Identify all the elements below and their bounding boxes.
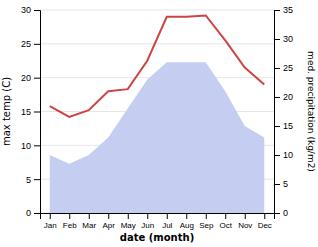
tick-mark (167, 213, 168, 219)
tick: 10 (274, 150, 293, 160)
tick-label: 10 (283, 150, 293, 160)
tick: 5 (26, 175, 40, 185)
tick-mark (274, 39, 280, 40)
tick-mark (274, 213, 280, 214)
x-axis-title: date (month) (120, 232, 194, 243)
grid-line (40, 43, 274, 44)
tick-mark (274, 68, 280, 69)
tick: Feb (63, 213, 77, 230)
tick: 5 (274, 179, 288, 189)
plot-area: Jan Feb Mar Apr May Jun Jul Aug Sep Oct Nov Dec 0 5 10… (21, 5, 293, 229)
tick-label: 20 (21, 73, 31, 83)
tick-label: 0 (26, 208, 31, 218)
tick: Jan (44, 213, 57, 230)
tick: May (121, 213, 136, 230)
tick: Nov (238, 213, 252, 230)
precipitation-area (50, 62, 265, 213)
tick: 10 (21, 141, 40, 151)
tick-label: 5 (283, 179, 288, 189)
tick-label: 25 (283, 63, 293, 73)
tick-label: Sep (199, 221, 214, 230)
tick-label: 30 (283, 34, 293, 44)
tick: 0 (274, 208, 288, 218)
tick-label: Apr (103, 221, 116, 230)
tick-mark (147, 213, 148, 219)
axis-line (41, 214, 275, 220)
tick: 30 (274, 34, 293, 44)
tick-label: 25 (21, 39, 31, 49)
tick-mark (274, 10, 280, 11)
y2-axis-title: med. precipitation (kg/m2) (306, 51, 316, 172)
tick-label: 15 (21, 107, 31, 117)
tick-mark (89, 213, 90, 219)
tick: Jun (141, 213, 154, 230)
grid-line (40, 10, 274, 11)
axis-line (34, 11, 41, 214)
tick-mark (274, 155, 280, 156)
tick: 30 (21, 5, 40, 15)
y2-axis: 0 5 10 15 20 25 30 35 (274, 5, 293, 218)
tick-mark (245, 213, 246, 219)
tick-label: 30 (21, 5, 31, 15)
tick: Sep (199, 213, 214, 230)
tick: 25 (21, 39, 40, 49)
tick-label: Aug (180, 221, 194, 230)
tick-label: Jan (44, 221, 57, 230)
tick-mark (34, 112, 40, 113)
tick-mark (186, 213, 187, 219)
tick-mark (274, 126, 280, 127)
temperature-line (50, 15, 265, 117)
tick-mark (34, 145, 40, 146)
tick-label: Jul (162, 221, 172, 230)
tick-label: Feb (63, 221, 77, 230)
tick-label: Mar (82, 221, 96, 230)
tick-label: Nov (238, 221, 252, 230)
tick-label: 0 (283, 208, 288, 218)
tick-label: 35 (283, 5, 293, 15)
tick-label: 10 (21, 141, 31, 151)
tick-mark (50, 213, 51, 219)
tick-mark (128, 213, 129, 219)
tick-label: 20 (283, 92, 293, 102)
tick-mark (225, 213, 226, 219)
tick-mark (206, 213, 207, 219)
grid (40, 10, 274, 213)
y-axis: 0 5 10 15 20 25 30 (21, 5, 41, 218)
tick-mark (274, 97, 280, 98)
marks (50, 15, 265, 213)
tick-label: 5 (26, 175, 31, 185)
tick: Aug (180, 213, 194, 230)
tick-mark (34, 10, 40, 11)
tick-label: 15 (283, 121, 293, 131)
tick-mark (69, 213, 70, 219)
axis-line (275, 11, 281, 214)
tick-label: May (121, 221, 136, 230)
tick: Dec (258, 213, 272, 230)
tick: Oct (220, 213, 233, 230)
tick: 15 (21, 107, 40, 117)
tick: 0 (26, 208, 40, 218)
tick-mark (34, 179, 40, 180)
tick-mark (264, 213, 265, 219)
tick-mark (34, 44, 40, 45)
chart: Jan Feb Mar Apr May Jun Jul Aug Sep Oct Nov Dec 0 5 10… (0, 0, 318, 247)
tick-mark (34, 78, 40, 79)
tick: 25 (274, 63, 293, 73)
tick-mark (274, 184, 280, 185)
tick: 20 (274, 92, 293, 102)
x-axis: Jan Feb Mar Apr May Jun Jul Aug Sep Oct Nov Dec (41, 213, 275, 230)
tick: 20 (21, 73, 40, 83)
y-axis-title: max temp (C) (1, 77, 12, 146)
tick: 35 (274, 5, 293, 15)
tick-mark (108, 213, 109, 219)
tick: Jul (162, 213, 172, 230)
tick-mark (34, 213, 40, 214)
tick: Mar (82, 213, 96, 230)
tick: Apr (103, 213, 116, 230)
tick: 15 (274, 121, 293, 131)
tick-label: Oct (220, 221, 233, 230)
tick-label: Jun (141, 221, 154, 230)
tick-label: Dec (258, 221, 272, 230)
